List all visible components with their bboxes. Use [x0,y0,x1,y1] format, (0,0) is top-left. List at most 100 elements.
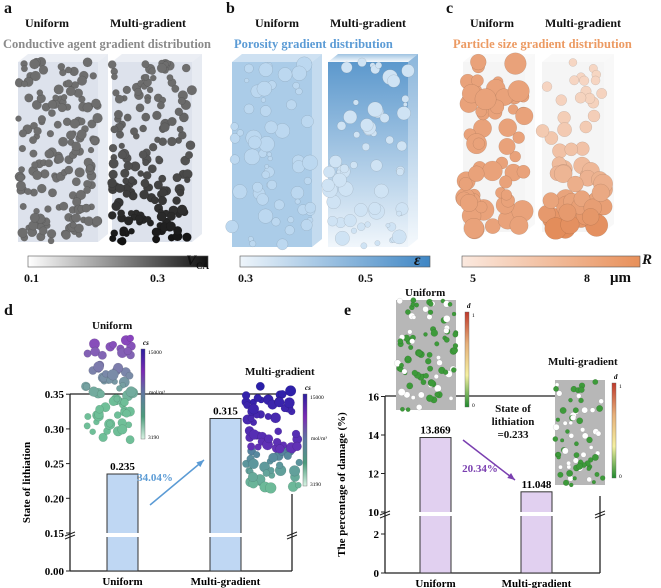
particle [594,471,600,477]
panel-c-cb-unit: μm [610,270,631,286]
particle [360,118,374,132]
particle [229,154,240,165]
particle [69,221,77,229]
particle [172,196,181,205]
particle [574,92,587,104]
vca-symbol: V [186,253,197,269]
panel-a-title: Conductive agent gradient distribution [3,37,212,51]
particle [112,89,120,97]
panel-label-d: d [4,302,13,319]
particle [474,88,497,111]
particle [107,60,117,69]
particle [247,442,256,451]
particle [452,343,459,349]
particle [127,176,136,184]
particle [18,129,27,138]
y-tick-label: 0 [374,568,380,580]
particle [116,385,123,392]
particle [110,125,119,134]
particle [109,234,117,243]
particle [581,432,589,440]
colorbar-symbol: cs [143,339,149,347]
particle [558,464,563,470]
particle [157,196,168,206]
particle [139,189,150,200]
panel-label-e: e [344,302,352,319]
particle [141,112,151,122]
particle [284,225,295,236]
particle [576,393,582,399]
particle [54,154,65,164]
particle [504,52,527,75]
particle [443,336,450,343]
particle [590,75,601,86]
particle [47,99,57,109]
particle [261,170,270,179]
particle [411,315,417,320]
particle [114,94,124,104]
particle [31,161,39,169]
colorbar-unit: mol/m³ [149,390,165,396]
particle [423,332,428,337]
particle [458,177,473,191]
particle [268,452,278,463]
particle [156,101,165,110]
particle [295,481,302,489]
particle [302,154,318,171]
particle [118,142,126,150]
particle [148,67,157,76]
particle [391,229,407,245]
particle [285,385,297,397]
particle [31,99,42,110]
particle [29,149,38,158]
particle [135,214,144,223]
particle [142,159,150,167]
particle [30,70,41,82]
particle [160,122,170,133]
particle [108,158,119,169]
particle [47,109,56,118]
particle [544,131,559,145]
particle [572,457,579,464]
trend-arrow [149,459,205,506]
particle [443,327,450,334]
particle [89,72,98,80]
particle [559,407,567,414]
panel-a-cb-min: 0.1 [24,271,39,285]
particle [420,379,427,386]
y-tick-label: 0.20 [45,493,65,505]
particle [232,184,248,200]
particle [509,216,529,235]
particle [83,422,91,430]
particle [126,334,135,342]
particle [87,119,97,129]
particle [64,66,72,74]
x-category-label: Uniform [415,578,455,588]
particle [336,121,347,131]
panel-b-uniform-label: Uniform [255,16,299,30]
particle [470,53,487,71]
particle [292,441,302,452]
particle [387,74,401,88]
particle [140,178,150,188]
particle [153,180,163,190]
particle [591,453,599,461]
particle [276,238,289,251]
particle [301,115,314,128]
particle [18,144,27,153]
particle [108,169,118,180]
particle [553,164,573,184]
multigradient-size-structure [535,54,614,240]
particle [33,126,42,136]
particle [65,86,76,97]
particle [44,159,54,168]
particle [374,183,389,199]
particle [166,221,176,232]
particle [364,221,371,228]
particle [111,201,122,212]
particle [92,216,102,227]
particle [566,469,574,477]
particle [173,226,183,236]
particle [139,124,148,133]
colorbar-c [461,255,641,268]
